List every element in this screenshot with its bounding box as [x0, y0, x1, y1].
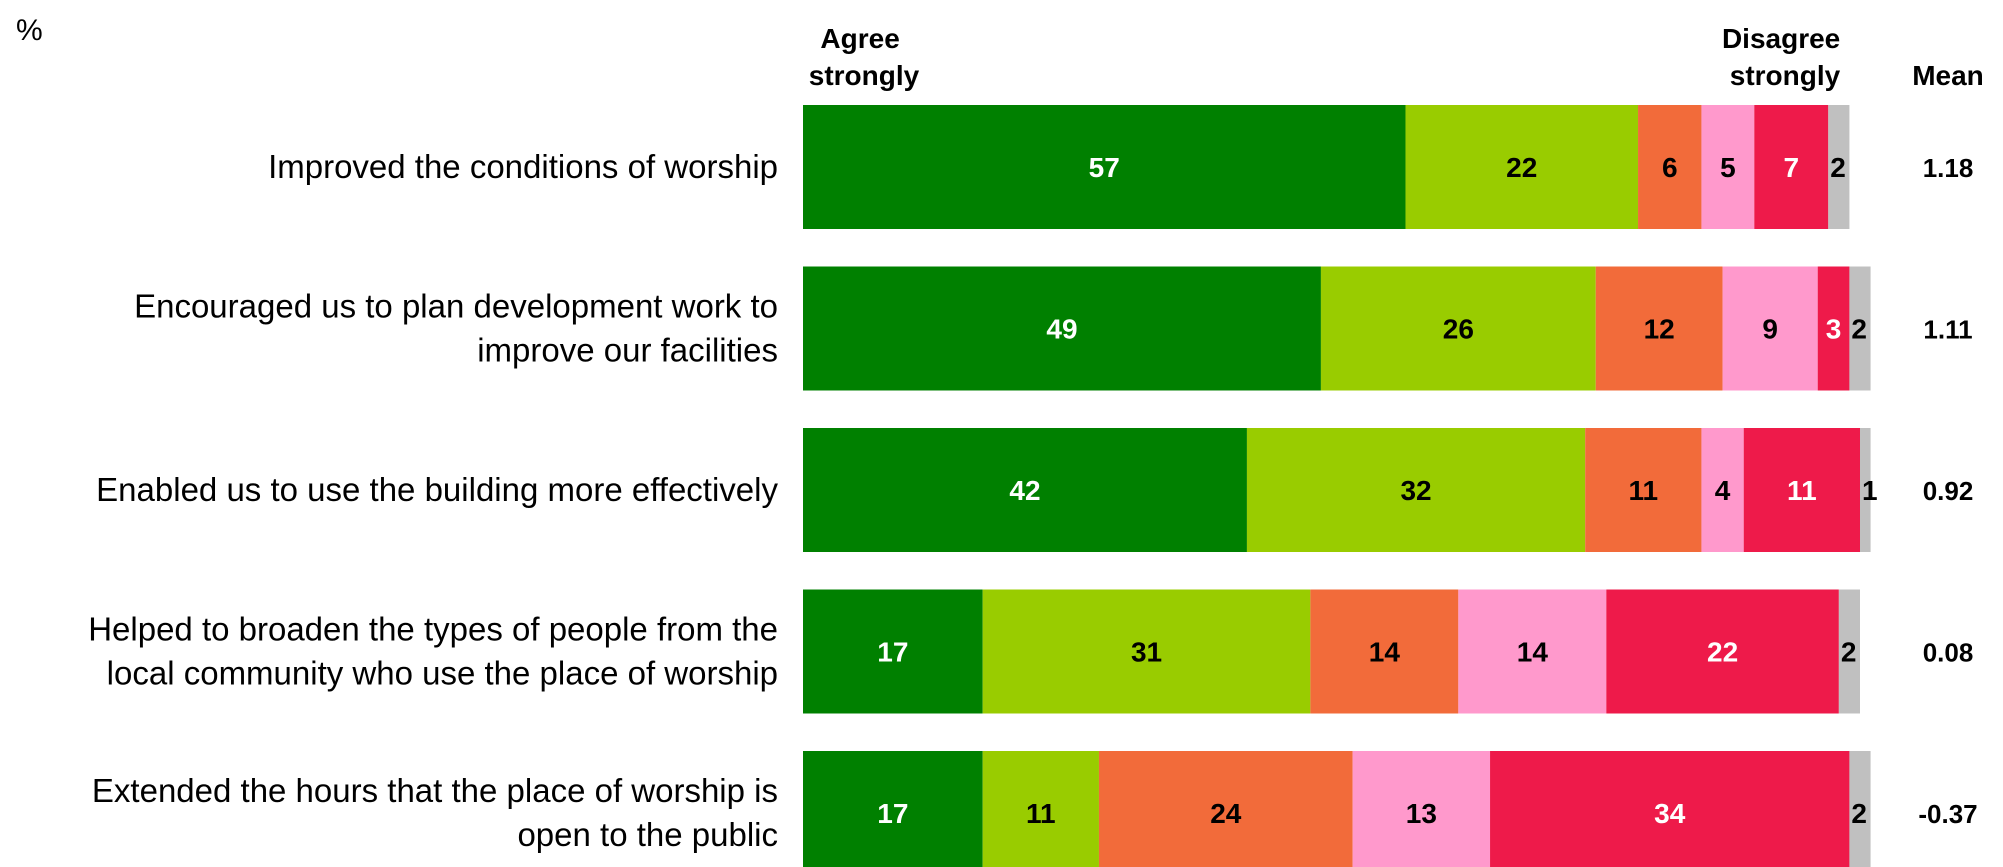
data-label: 26: [1443, 314, 1474, 345]
data-label: 7: [1784, 152, 1800, 183]
mean-value: 0.92: [1923, 476, 1974, 506]
category-label-line: improve our facilities: [477, 332, 778, 369]
bar-segment: [1246, 428, 1586, 552]
data-label: 4: [1715, 475, 1731, 506]
bar-segment: [1743, 428, 1860, 552]
data-label: 13: [1406, 798, 1437, 829]
data-label: 22: [1506, 152, 1537, 183]
category-label-line: Improved the conditions of worship: [268, 148, 778, 185]
bar-segment: [1490, 751, 1850, 867]
header-agree-strongly: Agree strongly: [809, 23, 920, 91]
bar-segment: [1754, 105, 1829, 229]
bar-segment: [1405, 105, 1639, 229]
data-label: 24: [1210, 798, 1242, 829]
mean-value: 1.18: [1923, 153, 1974, 183]
data-label: 31: [1131, 637, 1162, 668]
bar-segment: [1098, 751, 1353, 867]
header-agree-line-2: strongly: [809, 60, 920, 91]
bar-segment: [1458, 589, 1607, 714]
header-disagree-strongly: Disagree strongly: [1722, 23, 1848, 91]
data-label: 14: [1517, 637, 1549, 668]
bar-segment: [1352, 751, 1491, 867]
bar-segment: [1838, 589, 1860, 714]
bar-segment: [1849, 266, 1871, 391]
data-label: 22: [1707, 637, 1738, 668]
category-label: Enabled us to use the building more effe…: [96, 471, 778, 508]
data-label: 2: [1851, 798, 1867, 829]
data-label: 5: [1720, 152, 1736, 183]
bar-segment: [1310, 589, 1459, 714]
data-label: 57: [1089, 152, 1120, 183]
bar-segment: [1606, 589, 1839, 714]
data-label: 17: [877, 637, 908, 668]
bars-group: Improved the conditions of worship 57 22 6 5…: [88, 105, 1978, 867]
category-label-line: Helped to broaden the types of people fr…: [88, 611, 778, 648]
data-label: 2: [1841, 637, 1857, 668]
bar-segment: [803, 266, 1321, 391]
bar-segment: [1595, 266, 1723, 391]
data-label: 49: [1046, 314, 1077, 345]
mean-value: 0.08: [1923, 638, 1974, 668]
category-label: Improved the conditions of worship: [268, 148, 778, 185]
data-label: 32: [1400, 475, 1431, 506]
bar-segment: [1817, 266, 1850, 391]
bar-segment: [1722, 266, 1818, 391]
bar-segment: [1585, 428, 1702, 552]
bar-segment: [803, 105, 1406, 229]
category-label-line: local community who use the place of wor…: [107, 655, 778, 692]
data-label: 11: [1026, 798, 1056, 829]
header-disagree-line-1: Disagree: [1722, 23, 1840, 54]
data-label: 2: [1851, 314, 1867, 345]
unit-label: %: [16, 14, 43, 47]
data-label: 1: [1862, 475, 1878, 506]
bar-segment: [1828, 105, 1850, 229]
mean-value: -0.37: [1918, 799, 1977, 829]
bar-segment: [982, 589, 1311, 714]
bar-segment: [1860, 428, 1871, 552]
data-label: 3: [1826, 314, 1842, 345]
bar-segment: [1638, 105, 1702, 229]
category-label-line: Encouraged us to plan development work t…: [134, 288, 778, 325]
data-label: 11: [1787, 475, 1817, 506]
data-label: 17: [877, 798, 908, 829]
mean-header: Mean: [1912, 60, 1984, 91]
bar-segment: [1849, 751, 1871, 867]
bar-segment: [803, 751, 983, 867]
data-label: 14: [1369, 637, 1401, 668]
category-label-line: open to the public: [517, 816, 778, 853]
data-label: 9: [1762, 314, 1778, 345]
data-label: 11: [1629, 475, 1659, 506]
mean-value: 1.11: [1923, 315, 1972, 345]
data-label: 12: [1644, 314, 1675, 345]
category-label-line: Extended the hours that the place of wor…: [92, 772, 778, 809]
bar-segment: [1320, 266, 1596, 391]
data-label: 6: [1662, 152, 1678, 183]
data-label: 34: [1654, 798, 1686, 829]
bar-segment: [803, 589, 983, 714]
bar-segment: [803, 428, 1247, 552]
bar-segment: [1701, 428, 1744, 552]
category-label: Helped to broaden the types of people fr…: [88, 611, 778, 692]
header-disagree-line-2: strongly: [1730, 60, 1841, 91]
bar-segment: [982, 751, 1099, 867]
category-label: Encouraged us to plan development work t…: [134, 288, 778, 369]
data-label: 42: [1009, 475, 1040, 506]
category-label: Extended the hours that the place of wor…: [92, 772, 778, 853]
data-label: 2: [1830, 152, 1846, 183]
category-label-line: Enabled us to use the building more effe…: [96, 471, 778, 508]
header-agree-line-1: Agree: [820, 23, 899, 54]
bar-segment: [1701, 105, 1755, 229]
